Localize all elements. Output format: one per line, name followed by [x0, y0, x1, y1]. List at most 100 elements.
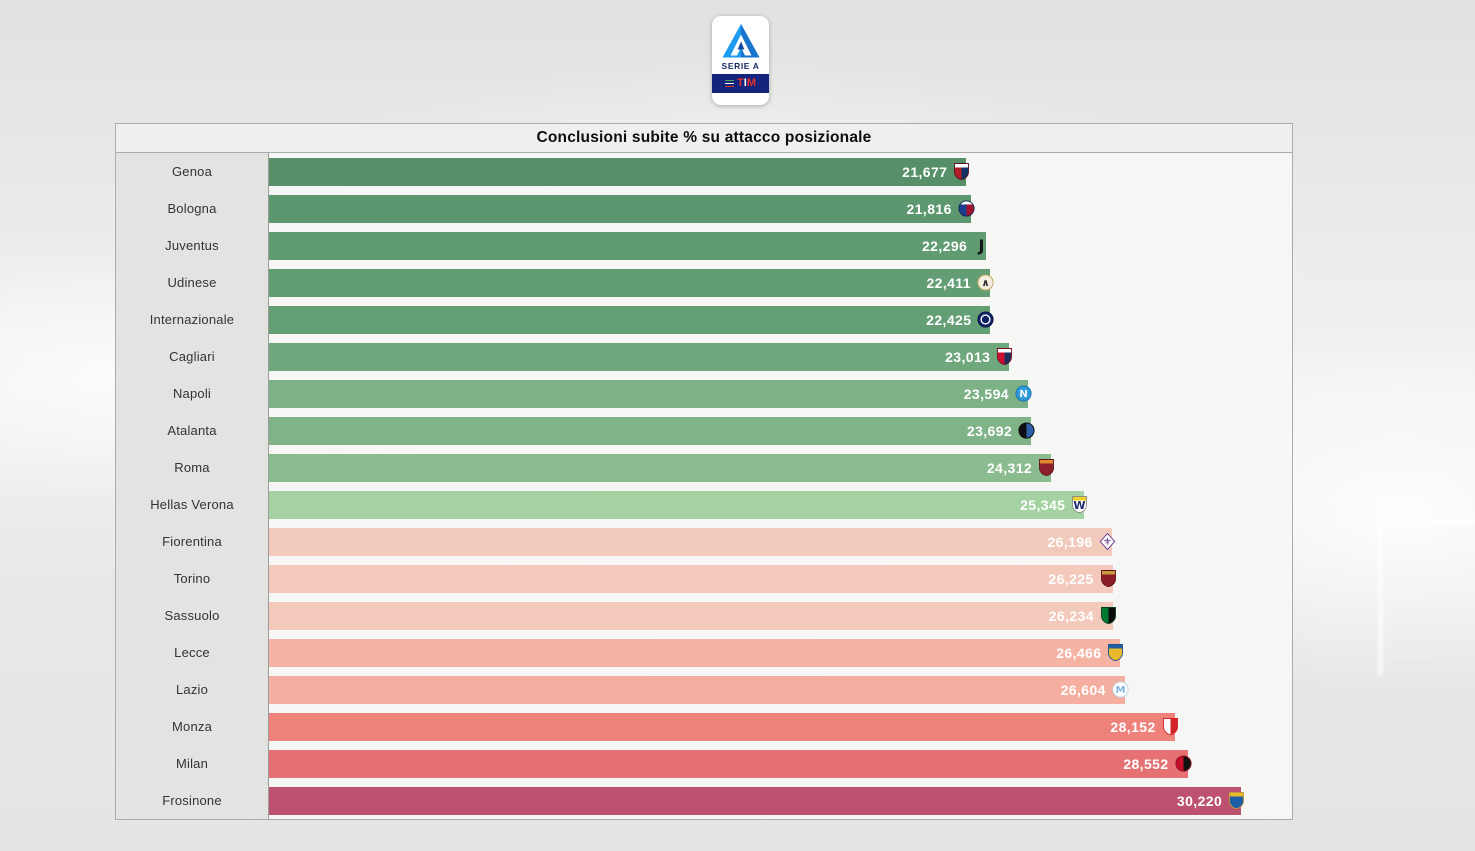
bar-value-label: 22,296: [921, 237, 968, 254]
bar-value-label: 23,013: [945, 348, 991, 365]
frosinone-crest-icon: [1228, 791, 1245, 810]
napoli-crest-icon: N: [1015, 384, 1032, 403]
tim-lines-icon: [725, 79, 735, 88]
bar-value-label: 26,466: [1056, 644, 1102, 661]
chart-plot-area: Genoa 21,677 Bologna 21,816 Juventus 22,…: [116, 153, 1292, 819]
bar: 23,594 N: [269, 379, 1032, 408]
bar: 21,677: [269, 157, 970, 186]
bar-track: 21,677: [268, 153, 1292, 190]
svg-text:W: W: [1074, 499, 1086, 512]
team-row-napoli: Napoli 23,594 N: [116, 375, 1292, 412]
bar-value-label: 30,220: [1176, 792, 1223, 809]
league-name: SERIE A: [721, 61, 760, 71]
team-label: Roma: [174, 460, 210, 475]
chart-panel: Conclusioni subite % su attacco posizion…: [115, 123, 1293, 820]
team-label: Genoa: [171, 164, 213, 179]
team-row-torino: Torino 26,225: [116, 560, 1292, 597]
team-label: Hellas Verona: [150, 497, 234, 512]
team-row-roma: Roma 24,312: [116, 449, 1292, 486]
bar-value-label: 28,152: [1110, 718, 1156, 735]
bar-track: 22,411 ∧: [268, 264, 1292, 301]
team-row-monza: Monza 28,152: [116, 708, 1292, 745]
bar: 28,552: [269, 749, 1192, 778]
bar-value-label: 25,345: [1020, 496, 1066, 513]
bar: 26,196 ⚜: [269, 527, 1116, 556]
bar-track: 25,345 W: [268, 486, 1292, 523]
lazio-crest-icon: M: [1112, 680, 1129, 699]
bar: 26,234: [269, 601, 1116, 630]
team-row-atalanta: Atalanta 23,692: [116, 412, 1292, 449]
bar-track: 22,296 J: [268, 227, 1292, 264]
team-label: Torino: [173, 571, 211, 586]
bar-track: 26,196 ⚜: [268, 523, 1292, 560]
svg-text:M: M: [1115, 685, 1125, 696]
bar: 26,225: [269, 564, 1116, 593]
bar: 22,411 ∧: [269, 268, 994, 297]
team-label: Internazionale: [149, 312, 235, 327]
bar-value-label: 26,604: [1060, 681, 1106, 698]
team-label: Juventus: [165, 238, 219, 253]
bar-track: 23,692: [268, 412, 1292, 449]
svg-text:∧: ∧: [981, 278, 989, 289]
cagliari-crest-icon: [996, 347, 1013, 366]
bar-track: 23,594 N: [268, 375, 1292, 412]
bar: 28,152: [269, 712, 1178, 741]
team-label: Napoli: [172, 386, 212, 401]
bar-value-label: 22,425: [926, 311, 972, 328]
bar-value-label: 24,312: [986, 459, 1033, 476]
team-label: Milan: [175, 756, 209, 771]
team-row-milan: Milan 28,552: [116, 745, 1292, 782]
goal-frame-decoration: [1378, 520, 1475, 675]
bar-track: 28,552: [268, 745, 1292, 782]
team-label: Atalanta: [167, 423, 217, 438]
bar: 22,425: [269, 305, 994, 334]
svg-text:⚜: ⚜: [1103, 537, 1112, 548]
roma-crest-icon: [1038, 458, 1055, 477]
team-row-lazio: Lazio 26,604 M: [116, 671, 1292, 708]
team-label: Lecce: [174, 645, 210, 660]
bar: 30,220: [269, 786, 1245, 815]
genoa-crest-icon: [953, 162, 970, 181]
tim-wordmark: TIM: [737, 77, 756, 89]
team-label: Monza: [171, 719, 213, 734]
juventus-crest-icon: J: [973, 236, 990, 255]
bar-track: 26,466: [268, 634, 1292, 671]
bar-value-label: 26,196: [1047, 533, 1093, 550]
svg-text:J: J: [978, 236, 985, 255]
team-row-fiorentina: Fiorentina 26,196 ⚜: [116, 523, 1292, 560]
bar: 21,816: [269, 194, 975, 223]
team-row-cagliari: Cagliari 23,013: [116, 338, 1292, 375]
milan-crest-icon: [1174, 754, 1192, 773]
bar-track: 26,604 M: [268, 671, 1292, 708]
bar-track: 24,312: [268, 449, 1292, 486]
fiorentina-crest-icon: ⚜: [1099, 532, 1116, 551]
bar-track: 21,816: [268, 190, 1292, 227]
team-row-juventus: Juventus 22,296 J: [116, 227, 1292, 264]
bar-value-label: 26,234: [1048, 607, 1094, 624]
atalanta-crest-icon: [1018, 421, 1035, 440]
team-row-frosinone: Frosinone 30,220: [116, 782, 1292, 819]
bar-track: 26,234: [268, 597, 1292, 634]
team-label: Cagliari: [169, 349, 215, 364]
bar-track: 28,152: [268, 708, 1292, 745]
team-label: Lazio: [175, 682, 209, 697]
team-label: Fiorentina: [162, 534, 222, 549]
lecce-crest-icon: [1107, 643, 1124, 662]
tim-logo: TIM: [712, 74, 769, 93]
team-row-bologna: Bologna 21,816: [116, 190, 1292, 227]
udinese-crest-icon: ∧: [977, 273, 994, 292]
bologna-crest-icon: [958, 199, 975, 218]
bar: 23,013: [269, 342, 1013, 371]
bar: 26,604 M: [269, 675, 1129, 704]
bar-track: 26,225: [268, 560, 1292, 597]
bar: 22,296 J: [269, 231, 987, 260]
team-row-internazionale: Internazionale 22,425: [116, 301, 1292, 338]
bar: 26,466: [269, 638, 1124, 667]
team-label: Sassuolo: [164, 608, 220, 623]
team-row-hellas-verona: Hellas Verona 25,345 W: [116, 486, 1292, 523]
bar-value-label: 21,677: [902, 163, 948, 180]
bar-track: 23,013: [268, 338, 1292, 375]
bar: 24,312: [269, 453, 1055, 482]
bar: 25,345 W: [269, 490, 1088, 519]
bar-value-label: 28,552: [1123, 755, 1169, 772]
